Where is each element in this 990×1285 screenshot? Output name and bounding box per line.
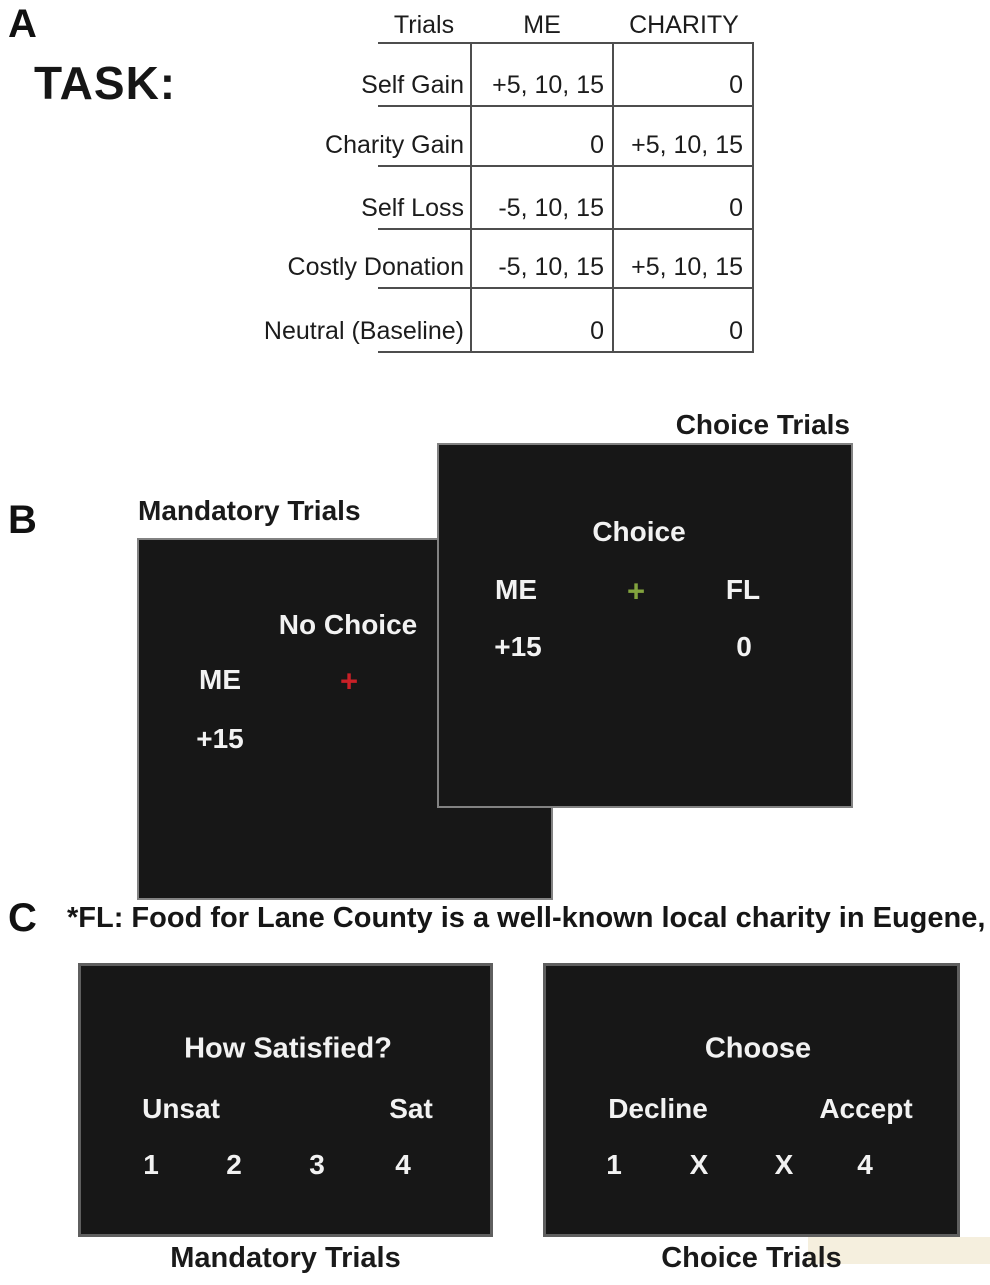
table-line — [378, 228, 754, 230]
fl-amount: 0 — [736, 631, 752, 662]
charity-value: +5, 10, 15 — [631, 131, 743, 159]
scale-option: 2 — [226, 1149, 242, 1180]
table-row: Charity Gain 0 +5, 10, 15 — [325, 105, 754, 165]
unsat-anchor: Unsat — [142, 1093, 220, 1124]
table-line — [378, 165, 754, 167]
table-header-me: ME — [523, 11, 561, 39]
screen-title: How Satisfied? — [184, 1032, 392, 1065]
fl-label: FL — [725, 574, 761, 605]
screen-title: Choose — [704, 1032, 812, 1065]
charity-value: +5, 10, 15 — [631, 253, 743, 281]
table-header-trials: Trials — [393, 11, 455, 39]
scale-option: 1 — [143, 1149, 159, 1180]
table-line — [378, 351, 754, 353]
me-amount: +15 — [494, 631, 542, 662]
charity-value: 0 — [729, 71, 743, 99]
sat-anchor: Sat — [389, 1093, 433, 1124]
decline-anchor: Decline — [608, 1093, 708, 1124]
table-row: Costly Donation -5, 10, 15 +5, 10, 15 — [288, 228, 754, 287]
table-line — [378, 42, 754, 44]
charity-value: 0 — [729, 194, 743, 222]
table-line — [378, 287, 754, 289]
table-row: Self Gain +5, 10, 15 0 — [361, 42, 754, 105]
me-amount: +15 — [196, 723, 244, 754]
payoff-table: Trials ME CHARITY Self Gain +5, 10, 15 0… — [264, 8, 754, 354]
table-line — [378, 105, 754, 107]
panel-b-letter: B — [8, 498, 37, 542]
task-heading: TASK: — [34, 57, 177, 109]
fl-charity-note: *FL: Food for Lane County is a well-know… — [67, 902, 990, 934]
satisfaction-rating-screen: How Satisfied? Unsat Sat 1 2 3 4 — [78, 963, 493, 1237]
me-value: +5, 10, 15 — [492, 71, 604, 99]
me-label: ME — [199, 664, 241, 695]
fixation-cross-red: + — [339, 663, 359, 699]
table-row: Neutral (Baseline) 0 0 — [264, 287, 754, 351]
table-line — [470, 42, 472, 353]
table-line — [612, 42, 614, 353]
row-label: Self Gain — [361, 71, 464, 99]
me-value: -5, 10, 15 — [498, 194, 604, 222]
me-value: 0 — [590, 131, 604, 159]
charity-value: 0 — [729, 317, 743, 345]
me-label: ME — [495, 574, 537, 605]
panel-a-letter: A — [8, 2, 37, 46]
row-label: Neutral (Baseline) — [263, 317, 464, 345]
table-header-charity: CHARITY — [629, 11, 739, 39]
mandatory-trials-label: Mandatory Trials — [138, 495, 361, 526]
row-label: Self Loss — [361, 194, 464, 222]
choice-trial-screen: Choice ME + FL +15 0 — [437, 443, 853, 808]
scale-option: X — [689, 1149, 709, 1180]
screen-title: Choice — [592, 516, 686, 547]
scale-option: 1 — [606, 1149, 622, 1180]
choice-trials-caption: Choice Trials — [661, 1242, 842, 1274]
table-line — [752, 42, 754, 353]
choose-screen: Choose Decline Accept 1 X X 4 — [543, 963, 960, 1237]
panel-c-letter: C — [8, 896, 37, 940]
me-value: -5, 10, 15 — [498, 253, 604, 281]
screen-title: No Choice — [278, 609, 418, 640]
table-row: Self Loss -5, 10, 15 0 — [361, 165, 754, 228]
row-label: Costly Donation — [287, 253, 464, 281]
fixation-cross-green: + — [626, 573, 646, 609]
row-label: Charity Gain — [325, 131, 464, 159]
accept-anchor: Accept — [819, 1093, 913, 1124]
me-value: 0 — [590, 317, 604, 345]
scale-option: X — [774, 1149, 794, 1180]
scale-option: 4 — [395, 1149, 411, 1180]
scale-option: 3 — [309, 1149, 325, 1180]
choice-trials-label: Choice Trials — [675, 409, 850, 440]
watermark-artifact — [808, 1237, 990, 1264]
scale-option: 4 — [857, 1149, 873, 1180]
mandatory-trials-caption: Mandatory Trials — [170, 1242, 401, 1274]
